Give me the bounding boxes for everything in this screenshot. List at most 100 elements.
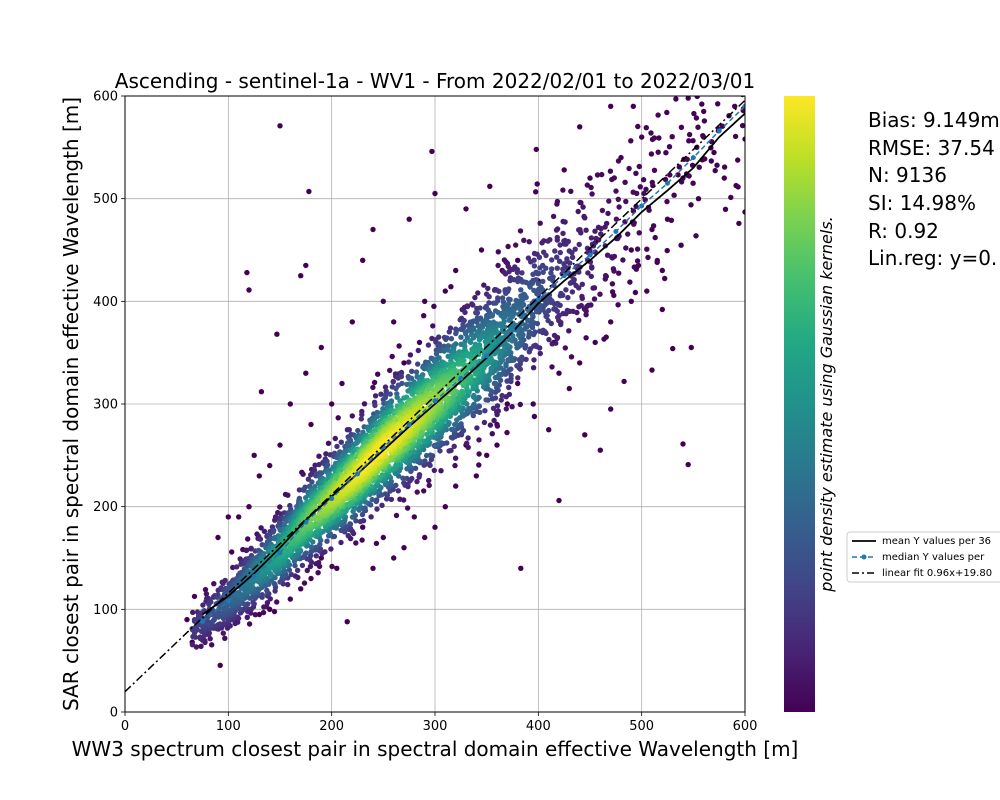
colorbar [784, 96, 815, 712]
scatter-point [664, 198, 670, 205]
scatter-point [573, 264, 579, 270]
median-y-marker [613, 229, 619, 235]
legend-linfit-label: linear fit 0.96x+19.80 [882, 568, 992, 579]
scatter-point [518, 565, 524, 571]
scatter-point [666, 144, 673, 150]
scatter-point [648, 130, 654, 136]
scatter-point [287, 401, 293, 407]
scatter-point [250, 599, 256, 606]
scatter-point [680, 441, 686, 447]
y-tick-label: 0 [110, 706, 118, 721]
scatter-point [211, 581, 217, 587]
scatter-point [651, 167, 658, 173]
scatter-point [566, 328, 572, 334]
median-y-marker [432, 398, 438, 404]
scatter-point [508, 372, 514, 378]
scatter-point [415, 347, 421, 354]
scatter-point [426, 482, 432, 489]
scatter-point [601, 336, 607, 342]
scatter-point [425, 342, 432, 348]
scatter-point [475, 290, 481, 296]
scatter-point [206, 601, 212, 608]
y-axis-ticks: 0 100 200 300 400 500 600 [93, 90, 125, 721]
scatter-point [565, 294, 571, 301]
scatter-point [355, 438, 362, 444]
scatter-point [577, 360, 583, 366]
scatter-point [357, 504, 364, 510]
x-tick-label: 200 [319, 719, 344, 734]
scatter-point [325, 440, 332, 446]
scatter-point [338, 527, 344, 534]
scatter-point [329, 563, 335, 570]
scatter-point [349, 319, 355, 325]
scatter-point [659, 267, 665, 274]
scatter-point [401, 480, 407, 486]
scatter-point [202, 586, 209, 593]
scatter-point [396, 343, 402, 349]
scatter-point [650, 223, 657, 229]
scatter-point [316, 453, 322, 459]
scatter-point [301, 580, 308, 586]
scatter-point [474, 425, 480, 431]
scatter-point [505, 243, 511, 250]
scatter-point [448, 426, 455, 433]
scatter-point [568, 188, 574, 194]
scatter-point [423, 452, 430, 459]
scatter-point [509, 404, 515, 410]
scatter-point [256, 611, 262, 618]
scatter-point [664, 109, 670, 116]
y-tick-label: 500 [93, 192, 118, 207]
scatter-point [588, 184, 594, 191]
scatter-point [608, 406, 614, 412]
scatter-point [588, 273, 594, 280]
scatter-point [589, 264, 595, 270]
scatter-point [714, 162, 720, 168]
scatter-point [664, 247, 670, 254]
scatter-point [597, 447, 603, 453]
scatter-point [483, 397, 489, 403]
scatter-point [476, 437, 482, 443]
scatter-point [686, 131, 693, 138]
scatter-point [203, 591, 210, 597]
scatter-point [566, 385, 572, 392]
scatter-point [742, 136, 745, 142]
scatter-point [409, 368, 415, 374]
scatter-point [495, 249, 501, 255]
scatter-point [472, 294, 478, 301]
scatter-point [256, 473, 262, 479]
y-tick-label: 300 [93, 398, 118, 413]
scatter-point [685, 96, 691, 101]
scatter-point [422, 458, 428, 464]
scatter-point [294, 567, 301, 573]
scatter-point [432, 524, 438, 530]
scatter-point [464, 440, 470, 446]
scatter-point [301, 487, 307, 493]
scatter-point [230, 564, 236, 571]
stat-linreg: Lin.reg: y=0. [868, 246, 997, 270]
scatter-point [315, 570, 321, 576]
chart-title: Ascending - sentinel-1a - WV1 - From 202… [115, 69, 755, 93]
scatter-point [719, 61, 724, 66]
scatter-point [379, 502, 385, 508]
scatter-point [669, 134, 675, 140]
y-tick-label: 400 [93, 295, 118, 310]
scatter-point [490, 405, 497, 411]
scatter-point [607, 168, 614, 174]
scatter-point [557, 249, 563, 256]
scatter-point [499, 295, 506, 301]
scatter-point [497, 353, 503, 359]
x-axis-label: WW3 spectrum closest pair in spectral do… [72, 737, 799, 761]
y-axis-label: SAR closest pair in spectral domain effe… [59, 97, 83, 711]
scatter-point [583, 335, 589, 341]
scatter-point [652, 234, 658, 241]
scatter-point [372, 393, 379, 399]
scatter-point [627, 279, 633, 285]
scatter-point [308, 552, 314, 559]
scatter-point [246, 621, 253, 627]
median-y-marker [665, 180, 670, 186]
scatter-point [194, 627, 200, 633]
scatter-point [609, 289, 616, 295]
scatter-point [430, 323, 436, 329]
scatter-point [741, 62, 746, 67]
scatter-point [481, 419, 488, 426]
